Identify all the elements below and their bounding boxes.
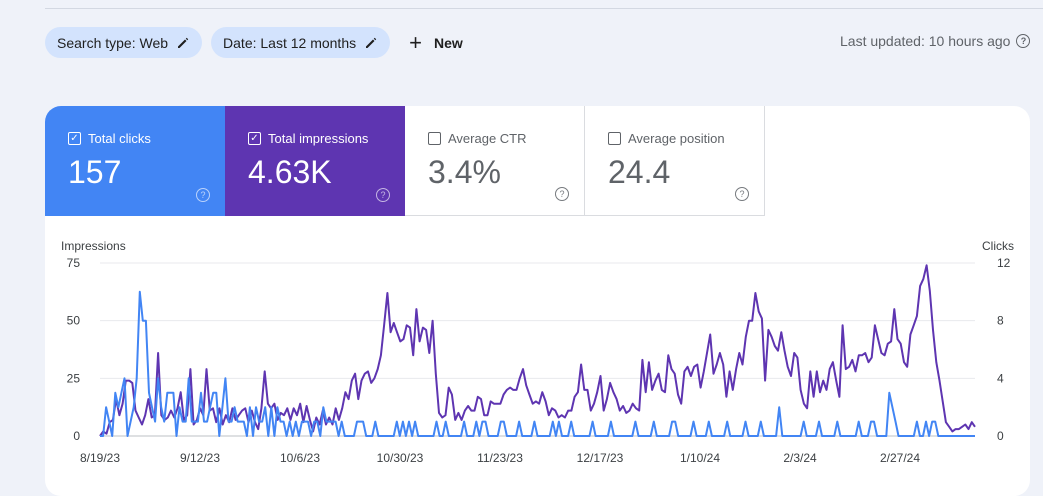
help-icon[interactable]: ? (376, 188, 390, 202)
metric-value: 3.4% (428, 154, 501, 190)
chart-lines (99, 264, 976, 437)
left-axis-ticks: 0 25 50 75 (67, 256, 81, 443)
new-filter-button[interactable]: + New (409, 29, 463, 55)
help-icon[interactable]: ? (555, 187, 569, 201)
checkbox-checked-icon[interactable]: ✓ (68, 132, 81, 145)
right-tick-label: 0 (997, 429, 1004, 443)
new-filter-label: New (433, 34, 463, 51)
performance-card: ✓ Total clicks 157 ? ✓ Total impressions… (45, 106, 1030, 496)
metric-label: ✓ Total clicks (68, 131, 151, 146)
search-type-filter-chip[interactable]: Search type: Web (45, 27, 203, 58)
checkbox-unchecked-icon[interactable] (428, 132, 441, 145)
edit-pencil-icon (366, 37, 377, 48)
metric-value: 4.63K (248, 154, 332, 190)
date-filter-label: Date: Last 12 months (223, 34, 357, 51)
series-line-impressions (99, 264, 976, 437)
x-tick-label: 2/3/24 (783, 451, 817, 465)
series-line-clicks (100, 290, 975, 437)
metric-label-text: Total impressions (268, 131, 369, 146)
left-tick-label: 0 (73, 429, 80, 443)
x-tick-label: 10/6/23 (280, 451, 320, 465)
right-tick-label: 8 (997, 314, 1004, 328)
performance-chart[interactable]: Impressions Clicks 0 25 50 75 0 4 8 12 8/19/23… (45, 106, 1030, 481)
x-tick-label: 12/17/23 (577, 451, 624, 465)
plus-icon: + (409, 29, 422, 55)
metric-tiles: ✓ Total clicks 157 ? ✓ Total impressions… (45, 106, 765, 216)
filter-bar: Search type: Web Date: Last 12 months + … (45, 27, 463, 58)
metric-label-text: Average CTR (448, 131, 527, 146)
x-tick-label: 8/19/23 (80, 451, 120, 465)
x-tick-label: 10/30/23 (377, 451, 424, 465)
metric-total-impressions[interactable]: ✓ Total impressions 4.63K ? (225, 106, 405, 216)
metric-label: Average CTR (428, 131, 527, 146)
metric-value: 24.4 (608, 154, 671, 190)
x-tick-label: 11/23/23 (477, 451, 523, 465)
help-icon[interactable]: ? (735, 187, 749, 201)
right-tick-label: 12 (997, 256, 1011, 270)
metric-label-text: Total clicks (88, 131, 151, 146)
date-filter-chip[interactable]: Date: Last 12 months (211, 27, 391, 58)
metric-label: ✓ Total impressions (248, 131, 368, 146)
help-icon[interactable]: ? (1016, 34, 1031, 48)
x-tick-label: 1/10/24 (680, 451, 720, 465)
x-tick-label: 9/12/23 (180, 451, 220, 465)
metric-label-text: Average position (628, 131, 725, 146)
right-axis-ticks: 0 4 8 12 (997, 256, 1011, 443)
metric-average-position[interactable]: Average position 24.4 ? (585, 106, 765, 216)
x-axis-ticks: 8/19/23 9/12/23 10/6/23 10/30/23 11/23/23 12/… (80, 451, 920, 465)
right-tick-label: 4 (997, 371, 1004, 385)
last-updated: Last updated: 10 hours ago ? (840, 33, 1031, 49)
metric-label: Average position (608, 131, 725, 146)
left-tick-label: 50 (67, 314, 81, 328)
left-tick-label: 25 (67, 371, 81, 385)
checkbox-unchecked-icon[interactable] (608, 132, 621, 145)
metric-total-clicks[interactable]: ✓ Total clicks 157 ? (45, 106, 225, 216)
metric-average-ctr[interactable]: Average CTR 3.4% ? (405, 106, 585, 216)
last-updated-text: Last updated: 10 hours ago (840, 33, 1011, 49)
x-tick-label: 2/27/24 (880, 451, 920, 465)
left-tick-label: 75 (67, 256, 81, 270)
help-icon[interactable]: ? (196, 188, 210, 202)
left-axis-label: Impressions (61, 239, 126, 253)
metric-value: 157 (68, 154, 122, 190)
top-divider (45, 8, 1043, 9)
checkbox-checked-icon[interactable]: ✓ (248, 132, 261, 145)
search-type-label: Search type: Web (57, 34, 169, 51)
right-axis-label: Clicks (982, 239, 1014, 253)
edit-pencil-icon (178, 37, 189, 48)
